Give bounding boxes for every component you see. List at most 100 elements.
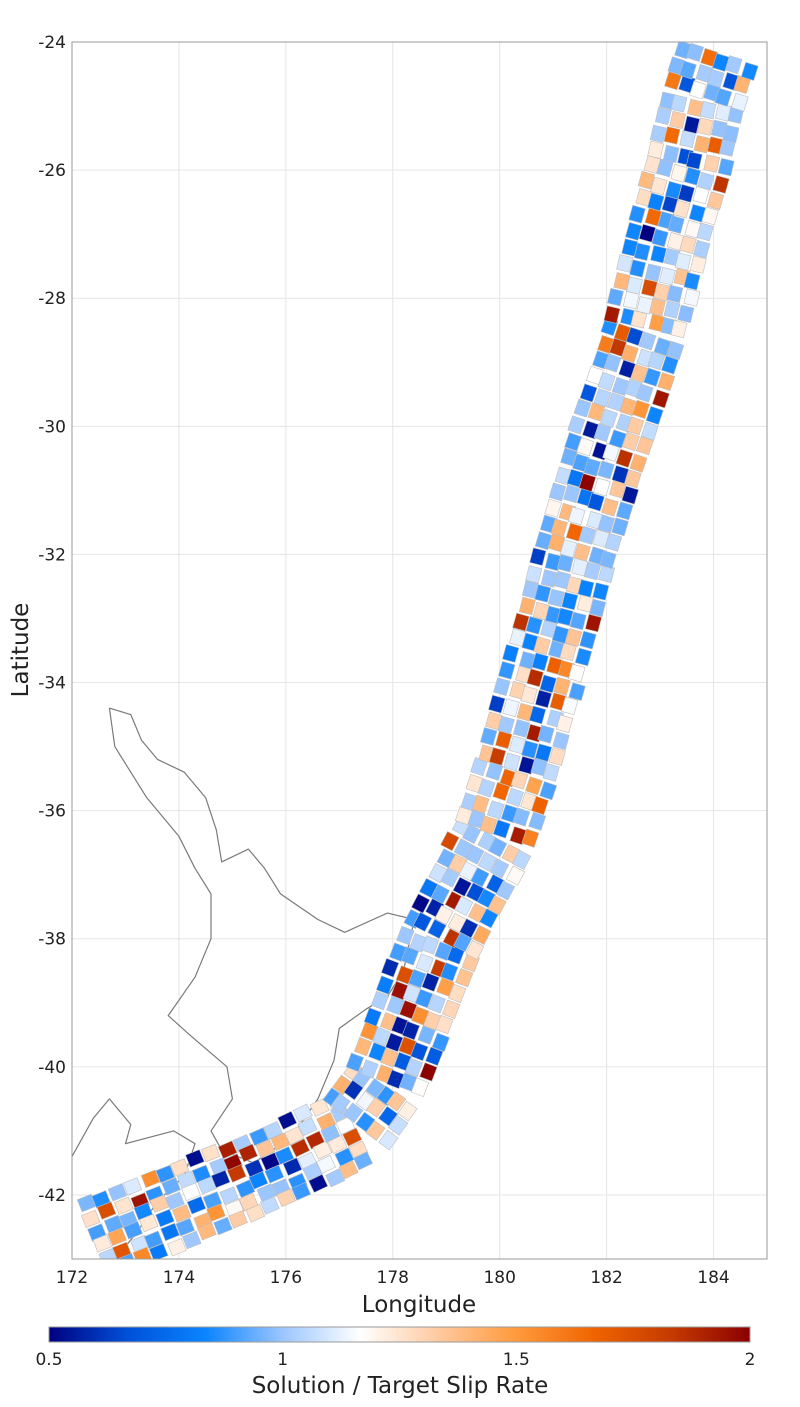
fault-section-patch xyxy=(607,392,625,412)
fault-section-patch xyxy=(521,740,539,759)
fault-section-patch xyxy=(567,506,586,526)
fault-section-patch xyxy=(495,730,513,750)
fault-section-patch xyxy=(398,1036,417,1056)
fault-section-patch xyxy=(492,819,511,839)
fault-section-patch xyxy=(677,304,695,324)
fault-section-patch xyxy=(567,415,586,435)
fault-section-patch xyxy=(148,1243,169,1259)
fault-section-patch xyxy=(377,1105,399,1127)
fault-section-patch xyxy=(103,1214,124,1234)
fault-section-patch xyxy=(425,1046,444,1066)
fault-section-patch xyxy=(186,1196,207,1215)
fault-section-patch xyxy=(518,596,536,616)
fault-section-patch xyxy=(479,908,499,929)
fault-section-patch xyxy=(577,579,595,598)
fault-section-patch xyxy=(276,1188,297,1208)
fault-section-patch xyxy=(404,1057,423,1078)
fault-section-patch xyxy=(454,895,474,917)
fault-section-patch xyxy=(640,421,659,441)
fault-section-patch xyxy=(114,1196,134,1215)
fault-section-patch xyxy=(693,239,711,259)
fault-section-patch xyxy=(551,625,570,644)
fault-section-patch xyxy=(587,402,606,422)
fault-section-patch xyxy=(584,613,602,633)
y-tick-label: -42 xyxy=(38,1186,66,1206)
y-axis-title: Latitude xyxy=(8,603,34,698)
fault-section-patch xyxy=(574,647,593,667)
x-tick-label: 176 xyxy=(270,1268,302,1288)
fault-section-patch xyxy=(235,1179,256,1198)
fault-section-patch xyxy=(270,1132,291,1152)
fault-section-patch xyxy=(378,1129,399,1151)
fault-section-patch xyxy=(625,326,644,346)
fault-section-patch xyxy=(740,61,759,81)
coastline-path xyxy=(108,707,415,1164)
fault-section-patch xyxy=(548,747,566,766)
fault-section-patch xyxy=(155,1208,175,1228)
fault-section-patch xyxy=(470,867,490,888)
fault-section-patch xyxy=(477,851,498,872)
fault-section-patch xyxy=(509,628,527,647)
fault-section-patch xyxy=(138,1213,159,1233)
fault-section-patch xyxy=(593,477,611,497)
fault-section-patch xyxy=(647,192,665,212)
fault-section-patch xyxy=(525,776,543,796)
fault-section-patch xyxy=(520,685,538,705)
x-tick-label: 182 xyxy=(590,1268,622,1288)
fault-section-patch xyxy=(172,1204,192,1223)
fault-section-patch xyxy=(312,1140,333,1160)
fault-section-patch xyxy=(512,807,531,827)
fault-section-patch xyxy=(495,880,516,901)
fault-section-patch xyxy=(667,215,685,234)
fault-section-patch xyxy=(508,735,527,755)
fault-section-patch xyxy=(573,398,592,418)
fault-section-patch xyxy=(397,1100,418,1122)
fault-section-patch xyxy=(714,87,733,107)
fault-section-patch xyxy=(430,883,451,905)
fault-section-patch xyxy=(399,999,418,1020)
fault-section-patch xyxy=(531,796,549,816)
fault-section-patch xyxy=(650,176,668,196)
fault-section-patch xyxy=(585,365,604,385)
fault-section-patch xyxy=(419,1062,438,1082)
fault-section-patch xyxy=(435,1014,454,1035)
fault-section-patch xyxy=(417,1025,436,1045)
fault-section-patch xyxy=(284,1126,305,1146)
fault-section-patch xyxy=(503,752,521,772)
fault-section-patch xyxy=(579,630,597,650)
fault-section-patch xyxy=(547,588,565,608)
fault-section-patch xyxy=(521,828,540,848)
fault-section-patch xyxy=(647,140,665,159)
fault-section-patch xyxy=(197,1176,217,1195)
fault-section-patch xyxy=(80,1209,101,1229)
x-tick-label: 180 xyxy=(483,1268,515,1288)
fault-section-patch xyxy=(465,774,484,794)
fault-section-patch xyxy=(539,674,557,694)
fault-section-patch xyxy=(564,432,583,452)
fault-section-patch xyxy=(421,935,440,955)
fault-section-patch xyxy=(534,584,552,603)
fault-section-patch xyxy=(92,1234,113,1253)
fault-section-patch xyxy=(673,199,691,219)
fault-section-patch xyxy=(123,1221,143,1240)
fault-section-patch xyxy=(695,64,714,83)
fault-section-patch xyxy=(630,363,649,383)
y-tick-label: -36 xyxy=(38,802,66,822)
fault-section-patch xyxy=(505,865,526,886)
fault-section-patch xyxy=(408,968,427,989)
fault-section-patch xyxy=(592,582,610,601)
fault-section-patch xyxy=(559,642,577,662)
fault-section-patch xyxy=(603,305,621,324)
fault-section-patch xyxy=(565,628,583,647)
fault-section-patch xyxy=(487,895,507,916)
fault-section-patch xyxy=(707,68,725,88)
fault-section-patch xyxy=(561,696,579,716)
x-tick-label: 172 xyxy=(56,1268,88,1288)
fault-section-patch xyxy=(568,663,586,683)
fault-section-patch xyxy=(421,972,440,992)
fault-section-patch xyxy=(427,918,447,940)
fault-section-patch xyxy=(697,171,715,191)
fault-section-patch xyxy=(309,1098,330,1117)
fault-section-patch xyxy=(415,953,434,973)
fault-section-patch xyxy=(132,1246,152,1259)
